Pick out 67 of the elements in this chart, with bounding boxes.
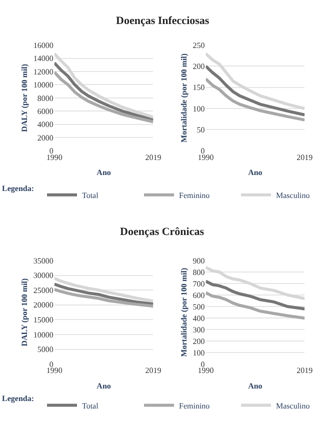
line-series <box>54 276 154 303</box>
y-tick-label: 200 <box>192 62 205 72</box>
x-axis-title: Ano <box>248 168 262 177</box>
y-tick-label: 4000 <box>37 120 54 130</box>
x-axis-title: Ano <box>96 381 111 390</box>
y-tick-label: 600 <box>192 290 205 300</box>
legend-label: Total <box>82 190 100 200</box>
y-tick-label: 8000 <box>37 94 54 103</box>
x-tick-label: 1990 <box>46 366 62 376</box>
y-tick-label: 500 <box>192 302 205 312</box>
x-axis-title: Ano <box>96 168 111 177</box>
line-series <box>54 61 154 122</box>
y-axis-title: DALY (por 100 mil) <box>20 64 30 132</box>
y-tick-label: 5000 <box>37 345 54 354</box>
y-tick-label: 800 <box>192 268 205 277</box>
y-tick-label: 400 <box>192 314 205 323</box>
y-tick-label: 150 <box>192 83 205 92</box>
x-tick-label: 2019 <box>296 152 313 162</box>
line-series <box>54 52 154 119</box>
y-tick-label: 35000 <box>33 256 54 266</box>
y-tick-label: 2000 <box>37 133 54 142</box>
y-axis-title: Mortalidade (por 100 mil) <box>179 268 188 357</box>
line-series <box>206 52 305 110</box>
line-series <box>54 70 154 124</box>
y-tick-label: 250 <box>192 40 205 50</box>
legend-title: Legenda: <box>2 184 34 193</box>
line-series <box>206 280 305 310</box>
line-series <box>206 266 305 300</box>
line-series <box>54 282 154 306</box>
line-series <box>206 64 305 116</box>
legend-label: Feminino <box>179 190 210 200</box>
legend-label: Total <box>82 401 100 410</box>
y-tick-label: 10000 <box>33 330 54 340</box>
x-axis-title: Ano <box>248 381 262 390</box>
y-tick-label: 900 <box>192 256 205 266</box>
y-tick-label: 200 <box>192 336 205 346</box>
y-tick-label: 0 <box>49 360 54 369</box>
y-tick-label: 16000 <box>33 40 54 50</box>
x-tick-label: 2019 <box>145 152 162 162</box>
y-tick-label: 50 <box>196 125 205 134</box>
legend-label: Masculino <box>276 190 310 200</box>
y-axis-title: DALY (por 100 mil) <box>20 278 30 346</box>
legend-title: Legenda: <box>2 394 34 404</box>
y-tick-label: 14000 <box>33 54 54 64</box>
y-tick-label: 10000 <box>33 80 54 90</box>
line-series <box>206 77 305 122</box>
x-tick-label: 1990 <box>198 366 214 376</box>
y-tick-label: 300 <box>192 325 205 334</box>
y-tick-label: 20000 <box>33 300 54 310</box>
chart-title: Doenças Infecciosas <box>116 15 210 27</box>
y-tick-label: 15000 <box>33 316 54 325</box>
chart-title: Doenças Crônicas <box>120 226 205 238</box>
y-tick-label: 12000 <box>33 67 54 76</box>
legend-label: Masculino <box>276 401 310 410</box>
legend-label: Feminino <box>179 401 210 410</box>
y-tick-label: 100 <box>192 104 205 114</box>
y-axis-title: Mortalidade (por 100 mil) <box>179 53 188 142</box>
y-tick-label: 0 <box>200 360 205 369</box>
y-tick-label: 30000 <box>33 271 54 280</box>
y-tick-label: 700 <box>192 279 205 288</box>
x-tick-label: 2019 <box>145 366 162 376</box>
y-tick-label: 25000 <box>33 286 54 295</box>
x-tick-label: 2019 <box>296 366 313 376</box>
line-series <box>206 291 305 320</box>
y-tick-label: 6000 <box>37 106 54 116</box>
y-tick-label: 100 <box>192 348 205 358</box>
line-series <box>54 288 154 308</box>
